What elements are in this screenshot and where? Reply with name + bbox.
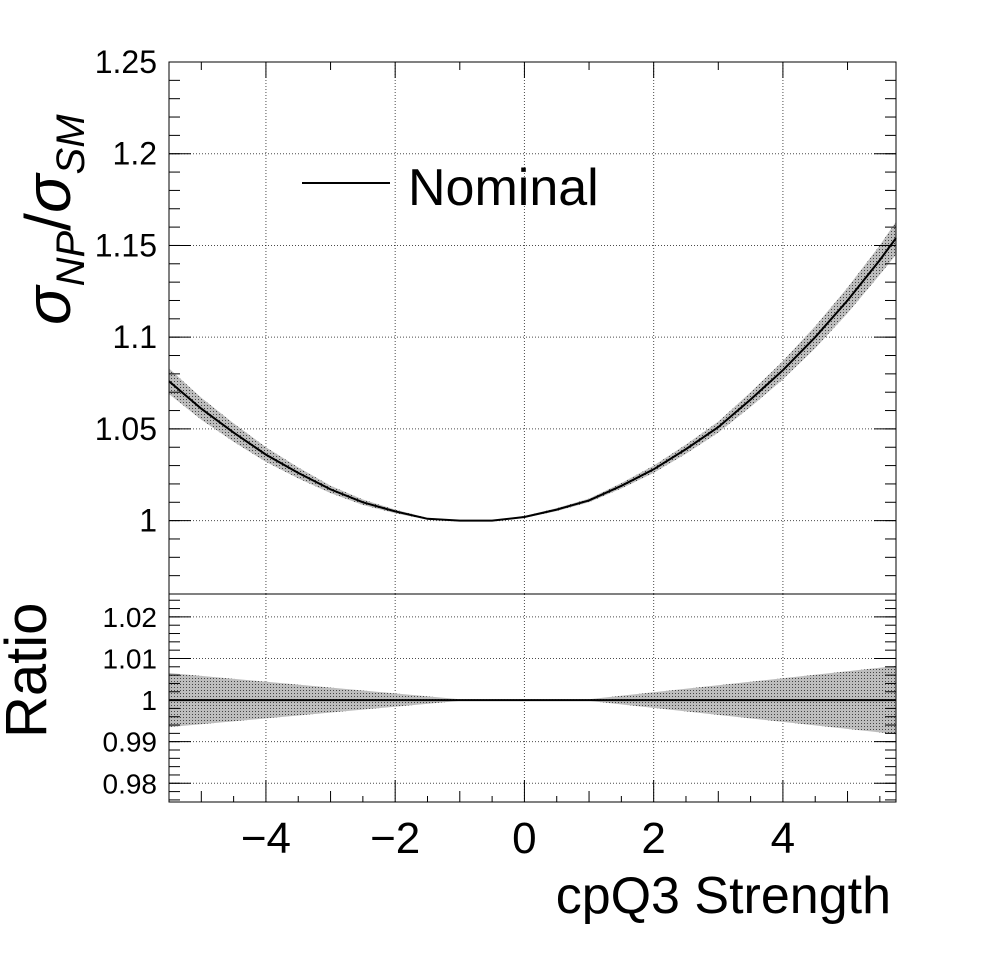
x-tick-label: 0 [512,814,536,863]
x-tick-label: 2 [641,814,665,863]
y-tick-label: 1 [139,503,157,539]
y-tick-label: 1.02 [103,602,158,633]
y-title-sub-sm: SM [49,114,93,175]
y-tick-label: 1.1 [113,319,157,355]
y-title-sigma-2: σ [12,172,84,213]
legend-label-nominal: Nominal [408,159,599,217]
x-axis-title: cpQ3 Strength [556,867,891,925]
ratio-frame [168,593,897,803]
ratio-y-ticks: 0.98 0.99 1 1.01 1.02 [103,599,896,801]
y-axis-title-ratio: Ratio [0,603,59,738]
y-tick-label: 1.25 [95,44,157,80]
main-panel: 1 1.05 1.1 1.15 1.2 1.25 [95,44,897,595]
y-tick-label: 1.2 [113,136,157,172]
y-axis-title-main: σNP/σSM [12,114,93,325]
y-title-sigma-1: σ [12,284,84,325]
y-title-slash: / [12,213,84,231]
ratio-panel: 0.98 0.99 1 1.01 1.02 −4 −2 0 2 4 [103,593,897,863]
x-tick-label: −4 [241,814,291,863]
y-title-sub-np: NP [49,231,93,287]
x-tick-label: −2 [370,814,420,863]
y-tick-label: 0.98 [103,768,158,799]
legend: Nominal [302,159,599,217]
x-tick-label: 4 [771,814,795,863]
nominal-curve [168,237,897,522]
main-y-ticks: 1 1.05 1.1 1.15 1.2 1.25 [95,44,896,595]
uncertainty-band [169,221,896,522]
y-tick-label: 1.05 [95,411,157,447]
y-tick-label: 1 [141,685,157,716]
x-axis-ticks: −4 −2 0 2 4 [168,780,881,863]
y-tick-label: 1.15 [95,227,157,263]
y-tick-label: 0.99 [103,727,158,758]
y-tick-label: 1.01 [103,643,158,674]
